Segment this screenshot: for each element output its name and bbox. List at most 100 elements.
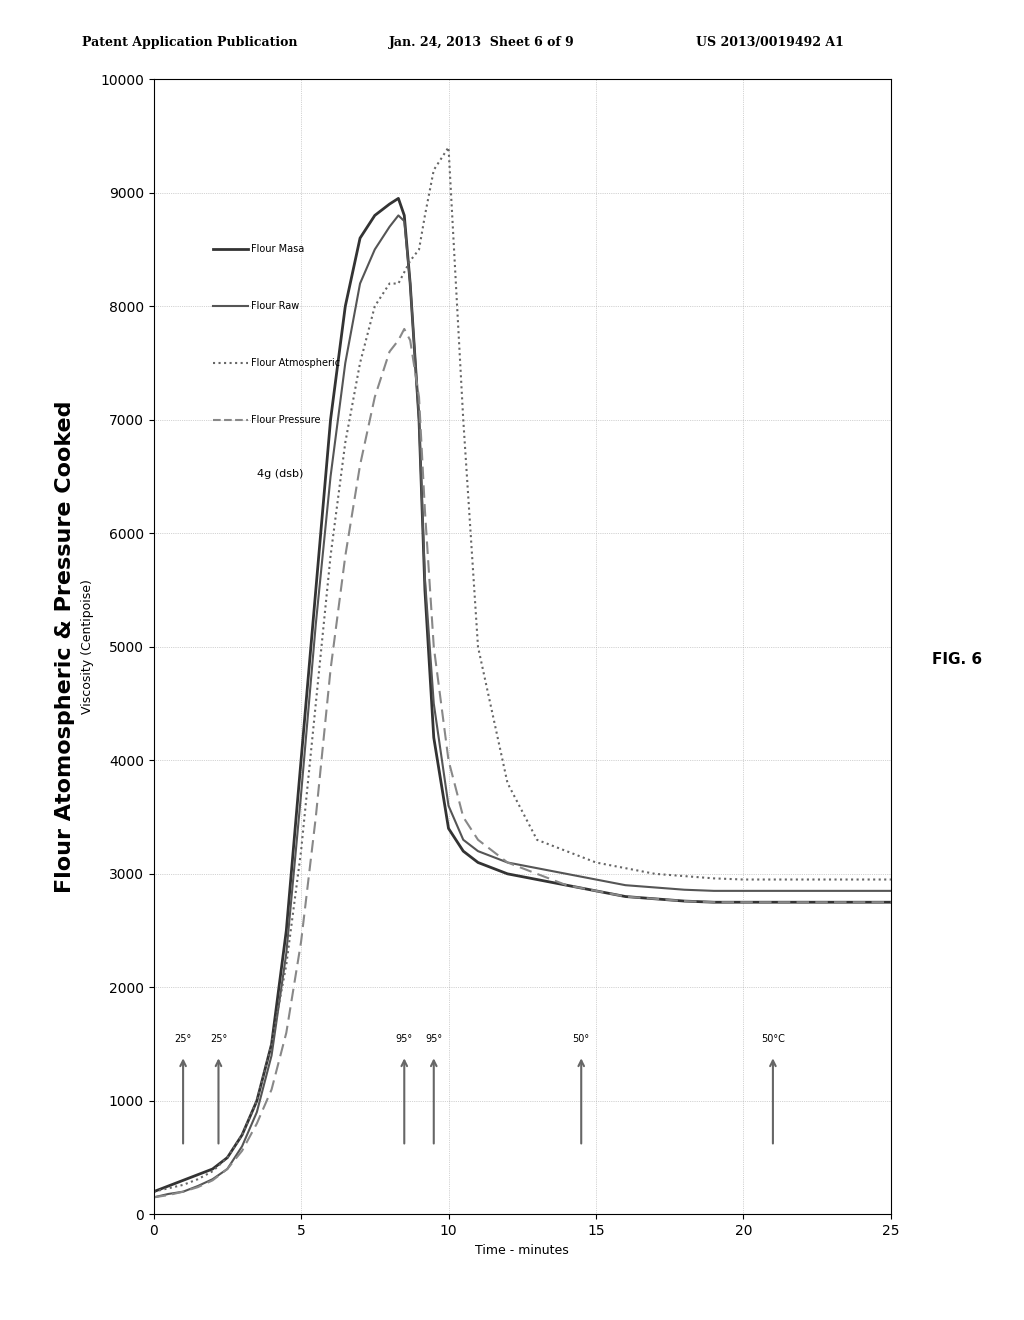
Flour Raw <box>885 883 897 899</box>
Flour Raw <box>398 213 411 230</box>
Flour Pressure <box>309 809 322 825</box>
Flour Atmospheric <box>855 871 867 887</box>
Flour Masa <box>177 1172 189 1188</box>
Flour Raw <box>767 883 779 899</box>
Flour Atmospheric <box>413 242 425 257</box>
Flour Pressure <box>855 895 867 911</box>
Flour Atmospheric <box>620 861 632 876</box>
Flour Atmospheric <box>207 1163 219 1179</box>
Text: 95°: 95° <box>395 1034 413 1044</box>
Flour Pressure <box>325 661 337 677</box>
Flour Masa <box>162 1177 174 1193</box>
Flour Atmospheric <box>649 866 662 882</box>
Flour Raw <box>620 878 632 894</box>
Text: Flour Masa: Flour Masa <box>251 244 304 255</box>
Flour Masa <box>428 730 440 746</box>
Flour Atmospheric <box>236 1127 248 1143</box>
Flour Pressure <box>369 389 381 405</box>
Text: Patent Application Publication: Patent Application Publication <box>82 36 297 49</box>
Flour Pressure <box>590 883 602 899</box>
Flour Atmospheric <box>383 276 395 292</box>
Flour Atmospheric <box>369 298 381 314</box>
Flour Raw <box>295 787 307 803</box>
Flour Atmospheric <box>472 639 484 655</box>
Flour Raw <box>191 1177 204 1193</box>
Flour Raw <box>502 854 514 870</box>
Flour Masa <box>678 894 690 909</box>
Flour Masa <box>339 298 351 314</box>
Flour Raw <box>281 945 293 961</box>
Flour Pressure <box>177 1184 189 1200</box>
Flour Raw <box>339 355 351 371</box>
Flour Pressure <box>162 1187 174 1203</box>
Flour Atmospheric <box>590 854 602 870</box>
Line: Flour Pressure: Flour Pressure <box>154 329 891 1197</box>
Flour Masa <box>207 1162 219 1177</box>
Flour Raw <box>419 570 431 586</box>
Flour Raw <box>737 883 750 899</box>
Flour Pressure <box>797 895 809 911</box>
Text: 50°: 50° <box>572 1034 590 1044</box>
Flour Raw <box>797 883 809 899</box>
Flour Raw <box>309 616 322 632</box>
Flour Raw <box>428 696 440 711</box>
Flour Atmospheric <box>309 696 322 711</box>
Flour Pressure <box>207 1172 219 1188</box>
Flour Atmospheric <box>392 276 404 292</box>
Text: US 2013/0019492 A1: US 2013/0019492 A1 <box>696 36 844 49</box>
Flour Atmospheric <box>191 1171 204 1187</box>
Flour Raw <box>560 866 572 882</box>
Flour Atmospheric <box>251 1093 263 1109</box>
Text: 25°: 25° <box>210 1034 227 1044</box>
Line: Flour Atmospheric: Flour Atmospheric <box>154 148 891 1192</box>
Text: Flour Pressure: Flour Pressure <box>251 414 321 425</box>
Flour Pressure <box>472 832 484 847</box>
Flour Pressure <box>708 895 720 911</box>
Flour Raw <box>392 207 404 223</box>
Flour Pressure <box>383 343 395 359</box>
Flour Pressure <box>885 895 897 911</box>
Flour Raw <box>530 861 543 876</box>
Flour Atmospheric <box>325 548 337 564</box>
Flour Atmospheric <box>767 871 779 887</box>
Flour Masa <box>251 1093 263 1109</box>
Text: Flour Raw: Flour Raw <box>251 301 299 312</box>
Line: Flour Raw: Flour Raw <box>154 215 891 1197</box>
Flour Pressure <box>398 321 411 337</box>
Flour Raw <box>708 883 720 899</box>
Flour Masa <box>383 197 395 213</box>
Flour Pressure <box>457 809 469 825</box>
Flour Raw <box>162 1187 174 1203</box>
Flour Raw <box>404 276 417 292</box>
Flour Atmospheric <box>177 1177 189 1193</box>
Flour Raw <box>825 883 838 899</box>
Flour Raw <box>251 1105 263 1121</box>
Text: Flour Atomospheric & Pressure Cooked: Flour Atomospheric & Pressure Cooked <box>55 400 75 894</box>
Flour Raw <box>457 832 469 847</box>
Flour Atmospheric <box>797 871 809 887</box>
Flour Atmospheric <box>502 775 514 791</box>
Flour Raw <box>442 797 455 813</box>
Flour Atmospheric <box>678 869 690 884</box>
Flour Masa <box>398 207 411 223</box>
Flour Raw <box>855 883 867 899</box>
Flour Masa <box>560 878 572 894</box>
Flour Pressure <box>281 1024 293 1040</box>
Flour Raw <box>147 1189 160 1205</box>
Flour Pressure <box>502 854 514 870</box>
Flour Atmospheric <box>530 832 543 847</box>
Flour Raw <box>265 1048 278 1064</box>
Flour Masa <box>885 895 897 911</box>
Flour Pressure <box>767 895 779 911</box>
Flour Pressure <box>419 503 431 519</box>
Flour Raw <box>236 1138 248 1154</box>
Flour Raw <box>207 1171 219 1187</box>
Text: 50°C: 50°C <box>761 1034 784 1044</box>
Flour Masa <box>392 190 404 206</box>
Flour Masa <box>530 871 543 887</box>
Flour Masa <box>147 1184 160 1200</box>
Flour Atmospheric <box>398 264 411 280</box>
Flour Masa <box>767 895 779 911</box>
Flour Masa <box>309 582 322 598</box>
Line: Flour Masa: Flour Masa <box>154 198 891 1192</box>
